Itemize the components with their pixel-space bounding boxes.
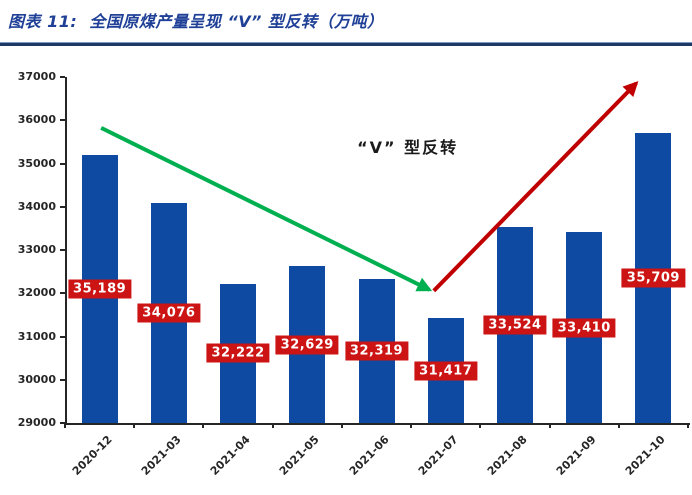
data-label: 32,222 (206, 343, 270, 363)
y-axis-label: 37000 (17, 70, 56, 83)
x-axis-tick (202, 423, 205, 428)
x-axis-label: 2021-03 (138, 433, 184, 478)
x-axis-label: 2021-06 (346, 433, 392, 478)
data-label: 35,189 (68, 279, 132, 299)
y-axis-tick (60, 119, 65, 122)
x-axis-label: 2021-04 (207, 433, 253, 478)
y-axis-label: 30000 (17, 372, 56, 386)
data-label: 32,629 (275, 335, 339, 355)
y-axis-tick (60, 162, 65, 165)
data-label: 31,417 (414, 361, 478, 381)
y-axis-label: 29000 (17, 416, 56, 429)
data-label: 33,410 (552, 318, 616, 338)
y-axis-tick (60, 335, 65, 338)
y-axis-label: 32000 (17, 286, 56, 300)
title-divider (0, 42, 692, 46)
data-label: 33,524 (483, 315, 547, 335)
x-axis-tick (64, 423, 66, 428)
y-axis-tick (60, 76, 65, 78)
data-label: 34,076 (137, 303, 201, 323)
data-label: 35,709 (621, 268, 685, 288)
y-axis-tick (60, 292, 65, 295)
plot-area (65, 77, 690, 425)
x-axis-tick (410, 423, 413, 428)
x-axis-label: 2021-08 (484, 433, 530, 478)
x-axis-tick (617, 423, 620, 428)
x-axis-tick (271, 423, 274, 428)
x-axis-label: 2020-12 (69, 433, 115, 478)
x-axis-tick (479, 423, 482, 428)
x-axis-tick (687, 423, 689, 428)
x-axis-tick (548, 423, 551, 428)
x-axis-label: 2021-07 (415, 433, 461, 478)
x-axis-label: 2021-05 (277, 433, 322, 478)
y-axis-label: 34000 (17, 199, 56, 213)
x-axis-tick (133, 423, 136, 428)
y-axis-tick (60, 205, 65, 208)
y-axis-tick (60, 378, 65, 381)
x-axis-tick (340, 423, 343, 428)
y-axis-tick (60, 422, 65, 424)
y-axis-label: 36000 (17, 113, 56, 127)
x-axis-label: 2021-10 (623, 433, 669, 478)
v-reversal-annotation: “V” 型反转 (357, 138, 459, 158)
y-axis-label: 35000 (17, 156, 56, 170)
x-axis-label: 2021-09 (553, 433, 599, 478)
data-label: 32,319 (344, 341, 409, 361)
y-axis-label: 31000 (17, 329, 56, 343)
y-axis-label: 33000 (17, 243, 56, 256)
y-axis-tick (60, 249, 65, 251)
chart-title: 图表 11: 全国原煤产量呈现 “V” 型反转（万吨） (8, 12, 384, 31)
chart-canvas: 29000 30000 31000 32000 33000 34000 35000 36000… (0, 55, 692, 495)
